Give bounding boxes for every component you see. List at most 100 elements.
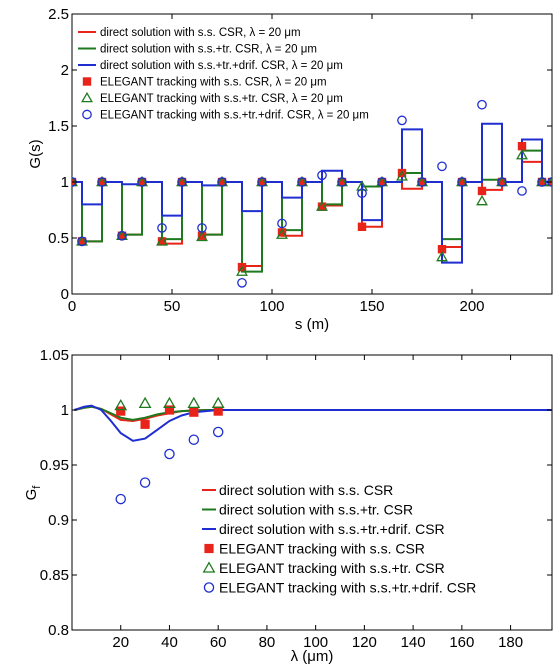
series-6	[115, 426, 224, 505]
data-point	[516, 148, 528, 160]
y-tick-label: 0	[61, 286, 69, 303]
legend-label: direct solution with s.s.+tr.+drif. CSR,…	[100, 60, 343, 72]
data-point	[417, 177, 427, 187]
tick-layer-top: 0 50 100 150 200 0 0.5 1 1.5 2 2.5	[48, 6, 552, 315]
y-tick-label: 0.85	[40, 567, 69, 584]
data-point	[189, 407, 199, 417]
series-5	[114, 396, 225, 411]
y-tick-label: 0.95	[40, 457, 69, 474]
legend-label: direct solution with s.s. CSR	[219, 482, 393, 498]
data-point	[77, 237, 87, 246]
legend-label: ELEGANT tracking with s.s.+tr. CSR	[219, 560, 445, 576]
x-tick-label: 0	[68, 298, 76, 315]
data-point	[157, 223, 167, 233]
data-point	[163, 396, 176, 409]
y-tick-label: 0.9	[48, 512, 69, 529]
legend-entry-3: direct solution with s.s.+tr.+drif. CSR,…	[78, 60, 343, 72]
x-tick-label: 100	[303, 634, 328, 651]
data-point	[187, 396, 201, 409]
data-point	[77, 236, 87, 247]
x-axis-label-top: s (m)	[295, 316, 329, 333]
x-tick-label: 180	[498, 634, 523, 651]
data-point	[114, 398, 128, 411]
data-point	[213, 406, 223, 416]
legend-label: direct solution with s.s.+tr. CSR, λ = 2…	[100, 44, 317, 56]
data-point	[477, 186, 487, 196]
x-tick-label: 80	[259, 634, 276, 651]
legend-label: ELEGANT tracking with s.s. CSR	[219, 541, 425, 557]
data-point	[137, 177, 147, 187]
data-point	[257, 177, 267, 187]
x-tick-label: 140	[401, 634, 426, 651]
series-6	[72, 99, 552, 288]
legend-entry-2: direct solution with s.s.+tr. CSR	[202, 502, 413, 518]
y-axis-label-top: G(s)	[27, 139, 44, 168]
data-point	[437, 245, 447, 254]
legend-entry-6: ELEGANT tracking with s.s.+tr.+drif. CSR	[203, 580, 476, 596]
data-point	[417, 177, 427, 187]
legend-entry-5: ELEGANT tracking with s.s.+tr. CSR	[202, 560, 445, 576]
y-axis-label-bottom: Gf	[23, 485, 43, 501]
data-point	[436, 250, 448, 262]
data-point	[257, 177, 267, 187]
data-point	[477, 99, 487, 110]
legend-entry-6: ELEGANT tracking with s.s.+tr.+drif. CSR…	[82, 110, 369, 122]
legend-label: ELEGANT tracking with s.s.+tr. CSR, λ = …	[100, 93, 343, 105]
data-point	[139, 477, 151, 488]
legend-entry-4: ELEGANT tracking with s.s. CSR, λ = 20 μ…	[82, 77, 327, 89]
data-point	[97, 177, 107, 187]
x-tick-label: 160	[449, 634, 474, 651]
y-tick-label: 0.5	[48, 230, 69, 247]
x-tick-label: 40	[161, 634, 178, 651]
legend-swatch	[81, 91, 93, 103]
data-point	[316, 200, 328, 211]
series-4	[116, 405, 223, 429]
data-point	[277, 228, 287, 237]
data-point	[236, 265, 248, 276]
legend-swatch	[202, 561, 216, 573]
legend-label: ELEGANT tracking with s.s. CSR, λ = 20 μ…	[100, 77, 327, 89]
legend-entry-1: direct solution with s.s. CSR, λ = 20 μm	[78, 27, 301, 39]
legend-swatch	[82, 77, 92, 86]
data-point	[397, 115, 407, 126]
data-point	[72, 175, 78, 187]
data-point	[212, 426, 224, 438]
data-point	[457, 177, 467, 187]
legend-entry-4: ELEGANT tracking with s.s. CSR	[204, 541, 425, 557]
data-point	[546, 175, 552, 187]
data-point	[277, 218, 287, 229]
data-point	[137, 177, 147, 187]
x-tick-label: 200	[459, 298, 484, 315]
legend-label: ELEGANT tracking with s.s.+tr.+drif. CSR…	[100, 110, 369, 122]
y-tick-label: 0.8	[48, 622, 69, 639]
data-point	[476, 194, 488, 206]
plot-area-bottom	[71, 354, 553, 631]
x-tick-label: 20	[112, 634, 129, 651]
y-tick-label: 1	[61, 174, 69, 191]
data-point	[457, 177, 467, 187]
series-3	[74, 404, 552, 442]
data-point	[116, 406, 126, 416]
series-layer-bottom	[74, 396, 552, 505]
data-point	[115, 493, 126, 505]
x-axis-label-bottom: λ (μm)	[291, 648, 334, 664]
data-point	[337, 177, 347, 187]
data-point	[177, 177, 187, 187]
x-tick-label: 120	[352, 634, 377, 651]
y-tick-label: 1.05	[40, 347, 69, 364]
data-point	[117, 231, 127, 240]
legend-label: ELEGANT tracking with s.s.+tr.+drif. CSR	[219, 580, 476, 596]
x-tick-label: 100	[259, 298, 284, 315]
data-point	[217, 177, 227, 187]
x-tick-label: 60	[210, 634, 227, 651]
data-point	[97, 177, 107, 187]
series-line	[74, 404, 552, 442]
legend-top: direct solution with s.s. CSR, λ = 20 μm…	[78, 27, 369, 122]
y-tick-label: 1	[61, 402, 69, 419]
legend-entry-5: ELEGANT tracking with s.s.+tr. CSR, λ = …	[81, 91, 343, 105]
data-point	[197, 231, 207, 240]
legend-entry-3: direct solution with s.s.+tr.+drif. CSR	[202, 521, 445, 537]
data-point	[357, 222, 367, 231]
data-point	[140, 419, 150, 429]
